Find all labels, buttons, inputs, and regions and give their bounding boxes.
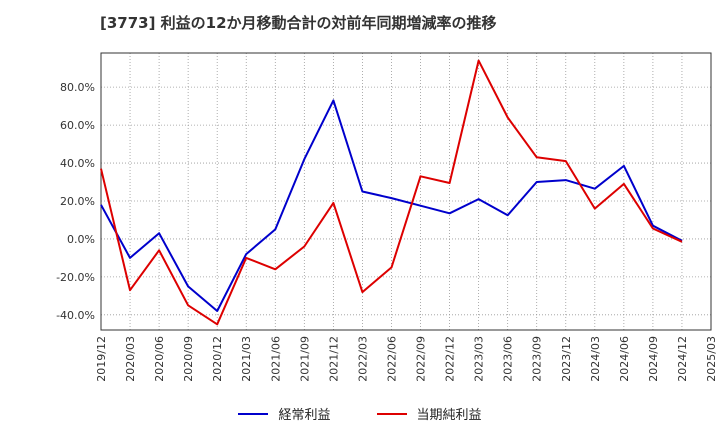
series-line-net-profit bbox=[100, 59, 683, 326]
x-tick-label: 2022/03 bbox=[356, 336, 369, 382]
series-line-ordinary-profit bbox=[100, 99, 683, 312]
y-tick-label: 80.0% bbox=[60, 81, 95, 94]
x-tick-label: 2023/12 bbox=[560, 336, 573, 382]
y-tick-label: -40.0% bbox=[56, 309, 95, 322]
chart-title: [3773] 利益の12か月移動合計の対前年同期増減率の推移 bbox=[100, 14, 497, 32]
legend-label-ordinary-profit: 経常利益 bbox=[278, 408, 331, 423]
y-tick-label: 20.0% bbox=[60, 195, 95, 208]
x-tick-label: 2023/03 bbox=[473, 336, 486, 382]
y-tick-label: 60.0% bbox=[60, 119, 95, 132]
y-tick-label: 40.0% bbox=[60, 157, 95, 170]
x-tick-label: 2024/09 bbox=[647, 336, 660, 382]
x-tick-label: 2020/06 bbox=[153, 336, 166, 382]
legend-swatch-ordinary-profit bbox=[238, 412, 269, 415]
x-tick-label: 2023/06 bbox=[502, 336, 515, 382]
x-tick-label: 2019/12 bbox=[95, 336, 108, 382]
x-tick-label: 2025/03 bbox=[705, 336, 718, 382]
legend-swatch-net-profit bbox=[376, 412, 407, 415]
x-tick-label: 2021/03 bbox=[240, 336, 253, 382]
x-tick-label: 2020/12 bbox=[211, 336, 224, 382]
x-tick-label: 2022/09 bbox=[415, 336, 428, 382]
x-tick-label: 2023/09 bbox=[531, 336, 544, 382]
x-tick-label: 2020/03 bbox=[124, 336, 137, 382]
x-tick-label: 2024/03 bbox=[589, 336, 602, 382]
plot-frame bbox=[100, 52, 712, 331]
x-tick-label: 2022/12 bbox=[444, 336, 457, 382]
legend: 経常利益 当期純利益 bbox=[0, 404, 720, 423]
legend-item-net-profit: 当期純利益 bbox=[376, 404, 482, 423]
legend-item-ordinary-profit: 経常利益 bbox=[238, 404, 331, 423]
x-tick-label: 2021/12 bbox=[327, 336, 340, 382]
x-tick-label: 2024/12 bbox=[676, 336, 689, 382]
x-tick-label: 2020/09 bbox=[182, 336, 195, 382]
x-tick-label: 2024/06 bbox=[618, 336, 631, 382]
y-tick-label: 0.0% bbox=[67, 233, 95, 246]
y-tick-label: -20.0% bbox=[56, 271, 95, 284]
x-tick-label: 2021/06 bbox=[269, 336, 282, 382]
x-tick-label: 2022/06 bbox=[385, 336, 398, 382]
x-tick-label: 2021/09 bbox=[298, 336, 311, 382]
plot-area bbox=[101, 53, 711, 330]
legend-label-net-profit: 当期純利益 bbox=[416, 408, 482, 423]
